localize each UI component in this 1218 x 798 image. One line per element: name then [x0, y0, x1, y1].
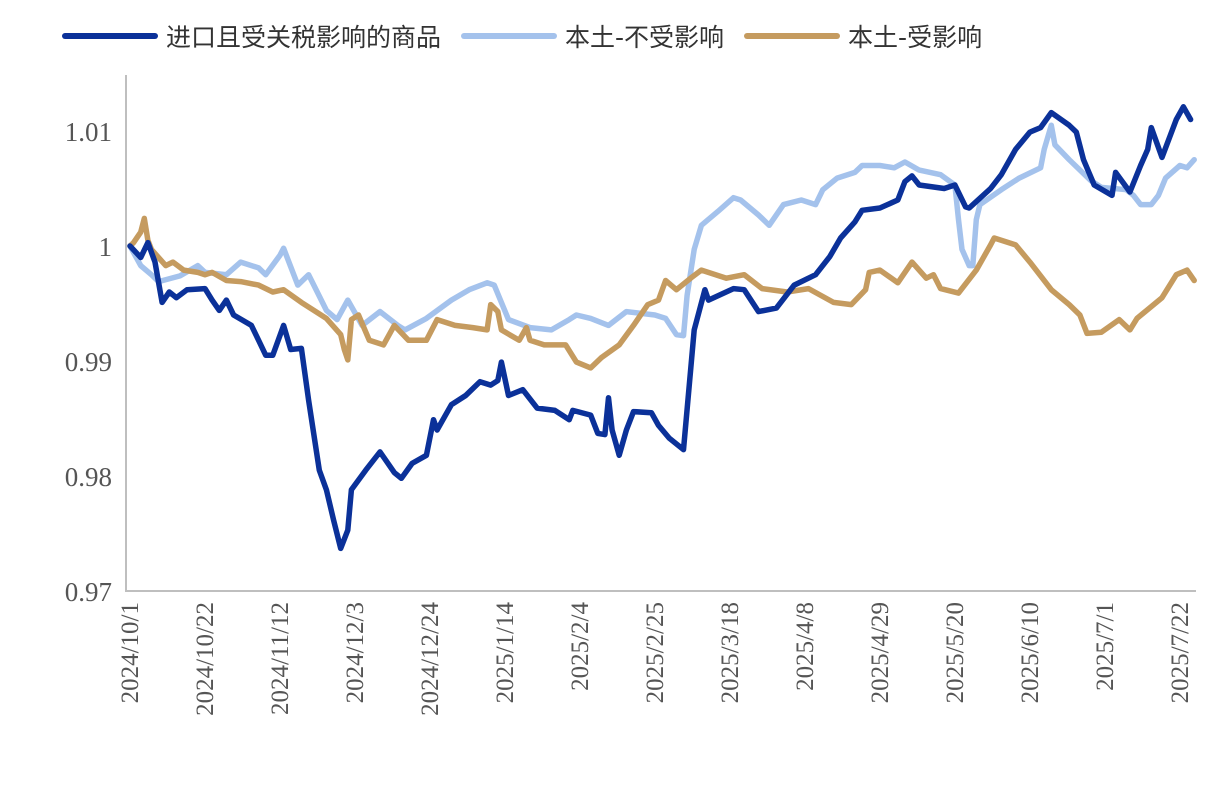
x-tick-label: 2025/7/22: [1167, 602, 1194, 703]
x-tick-label: 2025/2/25: [642, 602, 669, 703]
legend-swatch-imported: [62, 33, 158, 39]
y-tick-label: 0.99: [65, 347, 112, 377]
y-tick-label: 0.98: [65, 462, 112, 492]
series-line-domestic-affected: [127, 215, 1197, 371]
y-tick-label: 1.01: [65, 117, 112, 147]
x-tick-label: 2024/12/24: [417, 602, 444, 716]
x-tick-label: 2025/5/20: [942, 602, 969, 703]
x-tick-label: 2024/10/22: [192, 602, 219, 716]
legend-label-imported: 进口且受关税影响的商品: [166, 23, 442, 52]
x-tick-label: 2024/10/1: [117, 602, 144, 703]
x-tick-label: 2025/6/10: [1017, 602, 1044, 703]
x-tick-label: 2025/7/1: [1092, 602, 1119, 691]
x-tick-label: 2025/4/8: [792, 602, 819, 691]
legend-swatch-domestic-affected: [744, 33, 841, 39]
x-tick-label: 2025/3/18: [717, 602, 744, 703]
x-tick-label: 2025/1/14: [492, 602, 519, 704]
legend-label-domestic-unaffected: 本土-不受影响: [565, 23, 725, 52]
legend: 进口且受关税影响的商品 本土-不受影响 本土-受影响: [62, 18, 1002, 54]
series-line-imported: [127, 104, 1194, 552]
legend-item-imported: 进口且受关税影响的商品: [62, 18, 441, 54]
legend-item-domestic-affected: 本土-受影响: [744, 18, 982, 54]
x-tick-label: 2024/11/12: [267, 602, 294, 715]
series-line-domestic-unaffected: [127, 122, 1197, 339]
legend-label-domestic-affected: 本土-受影响: [848, 23, 983, 52]
y-tick-label: 1: [99, 232, 113, 262]
legend-item-domestic-unaffected: 本土-不受影响: [461, 18, 724, 54]
x-tick-label: 2025/4/29: [867, 602, 894, 703]
legend-swatch-domestic-unaffected: [461, 33, 558, 39]
x-tick-label: 2024/12/3: [342, 602, 369, 703]
x-tick-label: 2025/2/4: [567, 602, 594, 691]
y-tick-label: 0.97: [65, 577, 112, 607]
